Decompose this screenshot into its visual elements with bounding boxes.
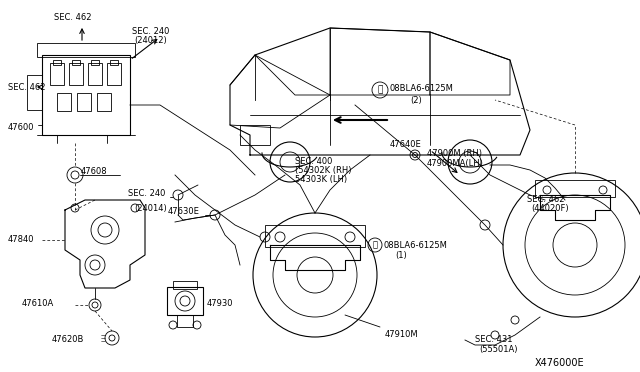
Text: SEC. 240: SEC. 240 <box>128 189 165 198</box>
Bar <box>50 63 64 85</box>
Text: 47600: 47600 <box>8 123 35 132</box>
Text: (54302K (RH): (54302K (RH) <box>295 166 351 175</box>
Text: 47900MA(LH): 47900MA(LH) <box>427 159 484 168</box>
Bar <box>27 75 42 110</box>
Bar <box>167 287 203 315</box>
Text: 08BLA6-6125M: 08BLA6-6125M <box>383 241 447 250</box>
Text: Ⓑ: Ⓑ <box>378 86 383 94</box>
Bar <box>69 63 83 85</box>
Text: 47930: 47930 <box>207 298 234 308</box>
Text: 47620B: 47620B <box>52 336 84 344</box>
Text: 54303K (LH): 54303K (LH) <box>295 175 347 184</box>
Bar <box>42 55 130 135</box>
Bar <box>240 125 270 145</box>
Bar <box>107 63 121 85</box>
Bar <box>535 180 615 197</box>
Text: 47900M (RH): 47900M (RH) <box>427 149 482 158</box>
Text: (24012): (24012) <box>134 36 167 45</box>
Bar <box>88 63 102 85</box>
Text: (1): (1) <box>395 251 407 260</box>
Text: (44020F): (44020F) <box>531 204 568 213</box>
Text: (2): (2) <box>410 96 422 105</box>
Text: X476000E: X476000E <box>535 358 584 368</box>
Text: SEC. 462: SEC. 462 <box>54 13 92 22</box>
Bar <box>37 43 135 57</box>
Text: 08BLA6-6125M: 08BLA6-6125M <box>390 84 454 93</box>
Bar <box>110 60 118 65</box>
Text: SEC. 462: SEC. 462 <box>527 195 564 204</box>
Text: SEC. 400: SEC. 400 <box>295 157 332 166</box>
Text: 47610A: 47610A <box>22 298 54 308</box>
Text: 47640E: 47640E <box>390 140 422 149</box>
Bar <box>72 60 80 65</box>
Bar <box>53 60 61 65</box>
Text: Ⓑ: Ⓑ <box>372 241 378 250</box>
Text: (55501A): (55501A) <box>479 345 518 354</box>
Bar <box>173 281 197 289</box>
Bar <box>265 225 365 247</box>
Text: 47840: 47840 <box>8 235 35 244</box>
Text: SEC. 240: SEC. 240 <box>132 27 170 36</box>
Text: 47910M: 47910M <box>385 330 419 339</box>
Text: SEC. 462: SEC. 462 <box>8 83 45 92</box>
Text: (24014): (24014) <box>134 204 167 213</box>
Bar <box>57 93 71 111</box>
Bar <box>97 93 111 111</box>
Text: 47608: 47608 <box>81 167 108 176</box>
Bar <box>77 93 91 111</box>
Text: SEC. 431: SEC. 431 <box>475 335 513 344</box>
Bar <box>177 315 193 327</box>
Bar <box>91 60 99 65</box>
Text: 47630E: 47630E <box>168 206 200 215</box>
